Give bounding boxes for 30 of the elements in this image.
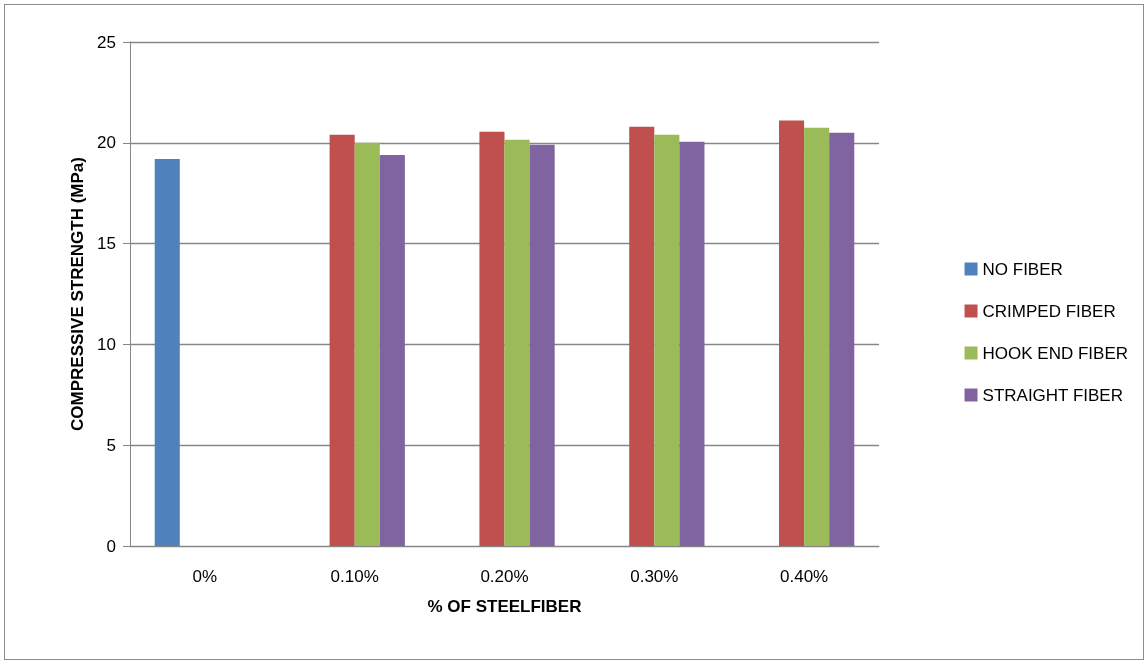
bar	[379, 154, 405, 546]
x-tick-label: 0.40%	[780, 567, 829, 586]
y-tick-label: 5	[106, 435, 116, 455]
x-tick-label: 0.30%	[630, 567, 679, 586]
y-axis-title: COMPRESSIVE STRENGTH (MPa)	[68, 157, 88, 431]
y-tick-label: 0	[106, 536, 116, 556]
bar	[804, 127, 830, 546]
bar	[154, 158, 180, 546]
bar	[829, 132, 855, 546]
bar	[479, 131, 505, 546]
bar	[529, 144, 555, 546]
y-tick-label: 10	[97, 334, 116, 354]
legend-label: NO FIBER	[982, 259, 1063, 279]
bar	[779, 120, 805, 546]
legend-label: STRAIGHT FIBER	[982, 385, 1123, 405]
legend-label: CRIMPED FIBER	[982, 301, 1116, 321]
bar	[354, 142, 380, 546]
x-tick-label: 0.10%	[330, 567, 379, 586]
y-tick-label: 15	[97, 234, 116, 254]
legend-label: HOOK END FIBER	[982, 343, 1129, 363]
bar	[679, 141, 705, 546]
bar	[504, 139, 530, 546]
y-tick-label: 20	[97, 133, 116, 153]
y-tick-label: 25	[97, 32, 116, 52]
x-axis-title: % OF STEELFIBER	[427, 597, 582, 616]
bar	[654, 134, 680, 546]
bar	[329, 134, 355, 546]
bar	[629, 126, 655, 546]
x-tick-label: 0.20%	[480, 567, 529, 586]
x-tick-label: 0%	[192, 567, 218, 586]
